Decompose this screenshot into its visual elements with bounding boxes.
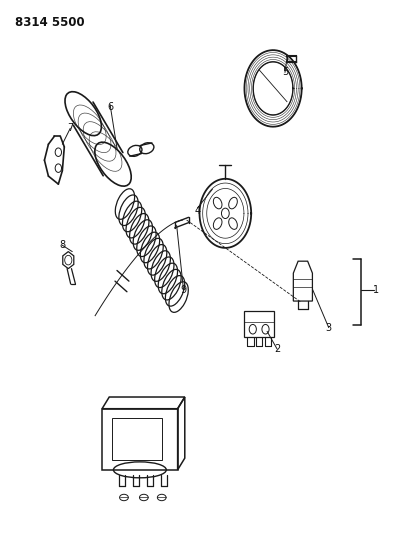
Bar [112,418,162,461]
Text: 2: 2 [274,344,280,354]
Bar [244,311,274,337]
Text: 8314 5500: 8314 5500 [15,15,84,29]
Text: 7: 7 [67,123,73,133]
Text: 8: 8 [59,240,65,250]
Text: 9: 9 [180,286,187,295]
Text: 3: 3 [326,322,332,333]
Text: 6: 6 [107,102,113,112]
Text: 4: 4 [194,206,201,216]
Text: 1: 1 [373,286,379,295]
Text: 5: 5 [282,68,288,77]
